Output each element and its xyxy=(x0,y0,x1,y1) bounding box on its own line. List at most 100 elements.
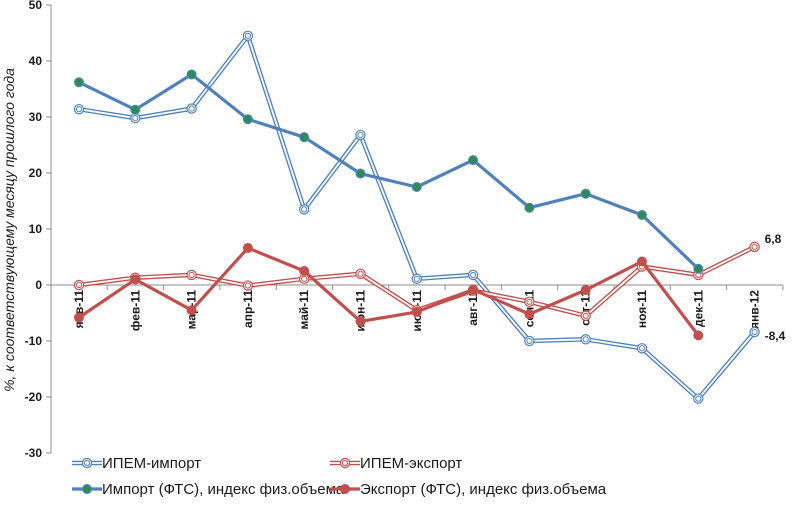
data-labels: 6,8 -8,4 xyxy=(765,232,786,343)
y-tick-label: -30 xyxy=(25,446,43,460)
legend-marker-inner xyxy=(83,459,91,467)
series-0-point xyxy=(749,326,760,338)
series-2-line xyxy=(78,72,700,270)
y-tick-label: -10 xyxy=(25,334,43,348)
series-3-point xyxy=(580,285,591,296)
series-1-point-inner xyxy=(188,271,195,279)
legend-label: ИПЕМ-экспорт xyxy=(360,455,462,472)
series-0-point-inner xyxy=(470,271,477,279)
x-tick-label: сен-11 xyxy=(522,290,536,328)
series-0-point-inner xyxy=(357,131,364,139)
series-0-point xyxy=(73,103,85,115)
series-2-point xyxy=(580,188,591,199)
x-tick-label: апр-11 xyxy=(241,290,255,328)
series-0-point-inner xyxy=(132,115,139,122)
series-1-point-inner xyxy=(75,281,83,289)
series-2-point xyxy=(636,210,647,221)
series-3-point xyxy=(299,266,310,277)
series-3-point xyxy=(242,243,253,254)
legend-item-3: Экспорт (ФТС), индекс физ.объема xyxy=(330,481,607,498)
series-3-point xyxy=(186,305,197,316)
legend-marker xyxy=(339,457,351,469)
series-3-point xyxy=(73,312,84,323)
series-0-point xyxy=(299,204,310,215)
x-tick-label: май-11 xyxy=(297,290,311,330)
series-2-point xyxy=(242,114,253,125)
legend-item-2: Импорт (ФТС), индекс физ.объема xyxy=(72,481,345,498)
series-1-point xyxy=(242,280,254,291)
series-0 xyxy=(73,30,760,404)
series-1-point xyxy=(749,241,760,253)
series-1-point-inner xyxy=(526,298,533,305)
series-0-point xyxy=(130,112,141,124)
series-1-point xyxy=(580,310,591,321)
series-0-point xyxy=(636,343,648,354)
series-3-point xyxy=(468,284,479,295)
series-0-point-inner xyxy=(695,395,702,402)
x-tick-label: янв-11 xyxy=(72,290,86,329)
x-tick-label: янв-12 xyxy=(748,290,762,329)
series-0-point xyxy=(693,393,704,404)
series-2-point xyxy=(693,263,704,274)
x-tick-label: дек-11 xyxy=(691,290,705,327)
series-0-point-inner xyxy=(188,105,195,112)
series-0-point-inner xyxy=(751,328,758,336)
series-1-point xyxy=(355,268,366,279)
series-0-point xyxy=(242,30,254,41)
y-tick-label: 50 xyxy=(29,0,43,12)
data-label: 6,8 xyxy=(765,232,782,246)
series-3-point xyxy=(636,256,647,267)
series-1-point xyxy=(186,269,197,281)
series-2-point xyxy=(73,77,84,88)
y-tick-label: -20 xyxy=(25,390,43,404)
series-0-point xyxy=(186,103,197,114)
series-3 xyxy=(73,243,704,341)
y-axis-label: %, к соответствующему месяцу прошлого го… xyxy=(1,68,17,392)
legend-marker xyxy=(81,484,92,495)
x-tick-label: фев-11 xyxy=(128,290,142,331)
series-2-point xyxy=(130,104,141,115)
series-0-point xyxy=(580,334,591,345)
series-2-point xyxy=(186,69,197,80)
series-0-point-inner xyxy=(301,206,308,213)
y-tick-label: 20 xyxy=(29,166,43,180)
series-1-point xyxy=(73,279,85,291)
series-0-line-inner xyxy=(78,34,756,400)
legend-label: ИПЕМ-импорт xyxy=(102,455,201,472)
series-3-point xyxy=(693,330,704,341)
series-2-point xyxy=(411,182,422,193)
series-0-point xyxy=(467,269,479,281)
legend-label: Импорт (ФТС), индекс физ.объема xyxy=(102,481,345,498)
legend-item-0: ИПЕМ-импорт xyxy=(72,455,201,472)
series-3-point xyxy=(411,306,422,317)
series-3-point xyxy=(130,274,141,285)
series-0-point-inner xyxy=(413,275,420,282)
x-tick-label: ноя-11 xyxy=(635,290,649,328)
series-1-point-inner xyxy=(582,312,589,319)
data-label: -8,4 xyxy=(765,329,786,343)
legend-marker-inner xyxy=(341,459,349,467)
y-tick-label: 10 xyxy=(29,222,43,236)
x-tick-label: авг-11 xyxy=(466,290,480,326)
legend-label: Экспорт (ФТС), индекс физ.объема xyxy=(360,481,607,498)
series-0-line-outer xyxy=(78,33,757,401)
y-tick-label: 40 xyxy=(29,54,43,68)
series-0-point-inner xyxy=(638,345,646,352)
series-0-point-inner xyxy=(244,32,251,39)
legend-marker xyxy=(340,484,351,495)
series-0-point xyxy=(411,273,422,285)
y-tick-label: 30 xyxy=(29,110,43,124)
series-0-point-inner xyxy=(582,336,589,343)
series-0-point-inner xyxy=(526,337,533,345)
legend-item-1: ИПЕМ-экспорт xyxy=(330,455,462,472)
series-2-point xyxy=(468,155,479,166)
y-axis: 50 40 30 20 10 0 -10 -20 -30 xyxy=(25,0,52,460)
series-2 xyxy=(73,69,704,274)
series-1-point xyxy=(524,296,535,307)
series-1-point-inner xyxy=(301,275,308,282)
series-3-point xyxy=(355,316,366,327)
legend: ИПЕМ-импорт ИПЕМ-экспорт Импорт (ФТС), инд… xyxy=(72,455,607,498)
series-2-point xyxy=(299,132,310,143)
series-0-point xyxy=(524,335,535,347)
